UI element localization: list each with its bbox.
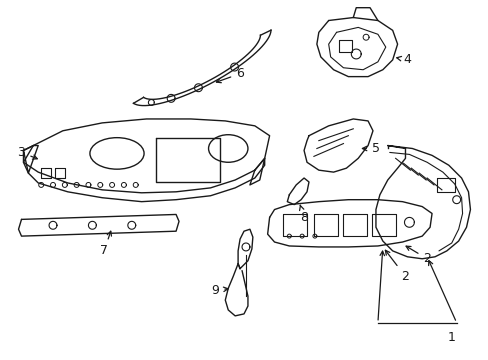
- Text: 1: 1: [447, 331, 455, 344]
- Text: 9: 9: [211, 284, 227, 297]
- Text: 8: 8: [299, 205, 307, 224]
- Text: 7: 7: [100, 231, 111, 257]
- Text: 5: 5: [362, 142, 379, 155]
- Text: 4: 4: [396, 53, 410, 66]
- Text: 2: 2: [385, 250, 408, 283]
- Text: 6: 6: [216, 67, 244, 83]
- Text: 2: 2: [405, 246, 430, 265]
- Text: 3: 3: [18, 146, 37, 159]
